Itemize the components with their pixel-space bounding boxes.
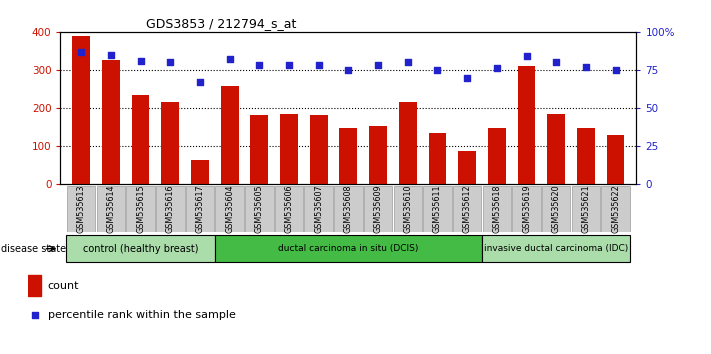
Text: GSM535616: GSM535616	[166, 184, 175, 233]
Point	[610, 67, 621, 73]
Bar	[369, 126, 387, 184]
Point	[313, 63, 324, 68]
Bar	[220, 86, 239, 184]
Point	[135, 58, 146, 64]
Bar	[191, 160, 209, 184]
FancyBboxPatch shape	[423, 186, 451, 232]
Point	[432, 67, 443, 73]
Text: GSM535605: GSM535605	[255, 184, 264, 233]
Point	[164, 59, 176, 65]
Point	[580, 64, 592, 70]
Bar	[280, 114, 298, 184]
FancyBboxPatch shape	[602, 186, 630, 232]
Bar	[73, 36, 90, 184]
Point	[283, 63, 294, 68]
Text: GSM535614: GSM535614	[107, 184, 115, 233]
FancyBboxPatch shape	[215, 235, 482, 262]
FancyBboxPatch shape	[453, 186, 481, 232]
FancyBboxPatch shape	[572, 186, 600, 232]
FancyBboxPatch shape	[127, 186, 155, 232]
Point	[491, 65, 503, 71]
Text: count: count	[48, 280, 79, 291]
FancyBboxPatch shape	[304, 186, 333, 232]
Bar	[488, 128, 506, 184]
Text: GSM535608: GSM535608	[344, 184, 353, 233]
Text: GSM535611: GSM535611	[433, 184, 442, 233]
Point	[402, 59, 414, 65]
FancyBboxPatch shape	[66, 235, 215, 262]
Text: invasive ductal carcinoma (IDC): invasive ductal carcinoma (IDC)	[484, 244, 629, 253]
Text: GSM535622: GSM535622	[611, 184, 620, 233]
Text: GSM535607: GSM535607	[314, 184, 324, 233]
Point	[550, 59, 562, 65]
Text: GSM535615: GSM535615	[136, 184, 145, 233]
Point	[75, 49, 87, 55]
FancyBboxPatch shape	[156, 186, 185, 232]
FancyBboxPatch shape	[542, 186, 570, 232]
Bar	[161, 102, 179, 184]
Text: GSM535618: GSM535618	[492, 184, 501, 233]
Point	[194, 79, 205, 85]
Text: GSM535610: GSM535610	[403, 184, 412, 233]
Bar	[429, 133, 447, 184]
Text: GSM535612: GSM535612	[463, 184, 471, 233]
FancyBboxPatch shape	[483, 186, 511, 232]
Text: GSM535604: GSM535604	[225, 184, 234, 233]
Bar	[458, 150, 476, 184]
Text: GSM535620: GSM535620	[552, 184, 561, 233]
Bar	[28, 275, 41, 296]
FancyBboxPatch shape	[215, 186, 244, 232]
Point	[29, 312, 41, 318]
FancyBboxPatch shape	[97, 186, 125, 232]
Bar	[547, 114, 565, 184]
FancyBboxPatch shape	[245, 186, 274, 232]
Text: ductal carcinoma in situ (DCIS): ductal carcinoma in situ (DCIS)	[278, 244, 419, 253]
FancyBboxPatch shape	[186, 186, 214, 232]
FancyBboxPatch shape	[482, 235, 631, 262]
Text: GSM535606: GSM535606	[284, 184, 294, 233]
Point	[254, 63, 265, 68]
Point	[343, 67, 354, 73]
Bar	[102, 61, 120, 184]
Bar	[310, 115, 328, 184]
Text: control (healthy breast): control (healthy breast)	[83, 244, 198, 254]
Text: disease state: disease state	[1, 244, 66, 254]
Bar	[606, 135, 624, 184]
Text: GSM535619: GSM535619	[522, 184, 531, 233]
Point	[105, 52, 117, 57]
Point	[521, 53, 533, 59]
Point	[224, 56, 235, 62]
Text: GDS3853 / 212794_s_at: GDS3853 / 212794_s_at	[146, 17, 296, 30]
Text: GSM535621: GSM535621	[582, 184, 590, 233]
Text: GSM535617: GSM535617	[196, 184, 205, 233]
Bar	[132, 95, 149, 184]
FancyBboxPatch shape	[364, 186, 392, 232]
FancyBboxPatch shape	[512, 186, 541, 232]
Point	[373, 63, 384, 68]
Bar	[339, 128, 358, 184]
Bar	[518, 66, 535, 184]
Point	[461, 75, 473, 80]
Text: percentile rank within the sample: percentile rank within the sample	[48, 310, 235, 320]
Text: GSM535609: GSM535609	[373, 184, 383, 233]
Bar	[250, 115, 268, 184]
FancyBboxPatch shape	[67, 186, 95, 232]
FancyBboxPatch shape	[393, 186, 422, 232]
FancyBboxPatch shape	[274, 186, 304, 232]
Bar	[399, 102, 417, 184]
Text: GSM535613: GSM535613	[77, 184, 86, 233]
Bar	[577, 128, 595, 184]
FancyBboxPatch shape	[334, 186, 363, 232]
